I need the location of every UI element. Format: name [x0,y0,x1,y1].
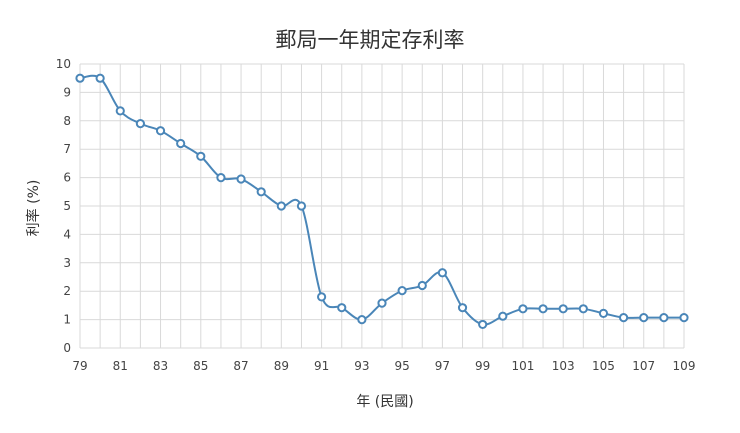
y-tick-label: 0 [63,341,71,355]
y-tick-label: 3 [63,256,71,270]
chart-title: 郵局一年期定存利率 [275,28,465,52]
data-point [296,201,307,211]
y-tick-label: 7 [63,142,71,156]
data-point [659,313,669,323]
x-axis-title: 年 (民國) [356,394,413,410]
data-point [457,303,468,313]
data-point [357,315,367,325]
x-tick-label: 91 [314,359,329,373]
x-tick-label: 105 [592,359,615,373]
x-tick-label: 85 [193,359,208,373]
x-tick-label: 109 [673,359,696,373]
series-markers [75,73,689,330]
x-tick-label: 93 [354,359,369,373]
data-point [196,151,206,161]
data-point [236,174,246,184]
data-point [276,201,286,211]
x-tick-label: 79 [72,359,87,373]
data-point [578,304,588,314]
x-tick-labels: 79 81 83 85 87 89 91 93 95 97 99 101 103 105 107 109 [72,359,695,373]
data-point [558,304,568,314]
x-tick-label: 97 [435,359,450,373]
data-point [498,311,508,321]
data-point [417,280,427,291]
data-point [397,286,407,296]
y-tick-label: 4 [63,227,71,241]
data-point [478,319,488,330]
x-tick-label: 101 [511,359,534,373]
x-tick-label: 89 [274,359,289,373]
y-tick-label: 10 [56,57,71,71]
x-tick-label: 103 [552,359,575,373]
x-tick-label: 81 [113,359,128,373]
y-tick-label: 1 [63,313,71,327]
data-point [135,119,145,129]
y-tick-label: 5 [63,199,71,213]
data-point [518,304,528,314]
data-point [75,73,85,83]
y-tick-label: 9 [63,85,71,99]
data-point [377,298,387,308]
data-point [317,292,327,302]
x-tick-label: 87 [233,359,248,373]
y-axis-title: 利率 (%) [25,180,42,237]
data-point [155,126,166,136]
x-tick-label: 99 [475,359,490,373]
data-point [619,313,629,323]
data-point [598,308,609,318]
y-tick-label: 2 [63,284,71,298]
data-point [115,106,125,116]
x-tick-label: 107 [632,359,655,373]
x-tick-label: 95 [394,359,409,373]
y-tick-label: 6 [63,171,71,185]
y-tick-label: 8 [63,114,71,128]
data-point [538,304,548,314]
x-tick-label: 83 [153,359,168,373]
data-point [176,138,186,149]
y-tick-labels: 0 1 2 3 4 5 6 7 8 9 10 [56,57,71,355]
data-point [95,73,105,83]
data-point [679,313,689,323]
data-point [437,268,447,278]
data-point [256,187,266,197]
data-point [639,313,649,323]
data-point [216,173,226,183]
data-point [337,303,347,313]
